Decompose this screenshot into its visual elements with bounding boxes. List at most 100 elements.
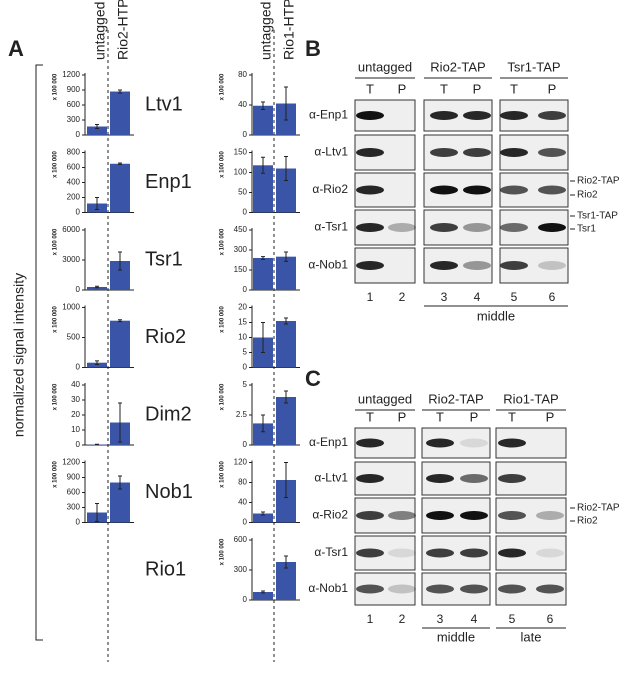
lane-number: 2 [399,612,406,626]
lane-label: P [548,81,557,96]
band [460,511,488,520]
band [426,511,454,520]
band [538,186,566,195]
y-tick-label: 10 [238,333,247,342]
stage-label: middle [477,308,515,323]
y-tick-label: 5 [243,380,248,389]
y-tick-label: 800 [67,148,81,157]
band [500,148,528,157]
bar [110,321,130,368]
y-unit: x 100 000 [53,460,59,487]
marker-label: Tsr1-TAP [577,211,618,222]
y-tick-label: 0 [76,285,81,294]
y-tick-label: 3000 [62,255,80,264]
lane-label: P [398,81,407,96]
antibody-label: α-Ltv1 [314,145,348,159]
stage-label: middle [437,629,475,644]
bar [110,92,130,136]
bracket [36,65,43,640]
lane-number: 3 [437,612,444,626]
marker-label: Rio2 [577,516,598,527]
protein-label: Tsr1 [145,248,183,270]
lane-number: 2 [399,290,406,304]
bar [276,397,296,445]
band [388,549,416,558]
strain-label: Rio2-TAP [430,59,485,74]
band [498,549,526,558]
strain-label: Tsr1-TAP [507,59,560,74]
strain-label: Rio2-TAP [428,391,483,406]
y-unit: x 100 000 [53,73,59,100]
y-tick-label: 450 [234,225,248,234]
antibody-label: α-Rio2 [312,182,348,196]
y-tick-label: 40 [238,498,247,507]
y-tick-label: 5 [243,348,248,357]
protein-label: Dim2 [145,403,192,425]
protein-label: Ltv1 [145,93,183,115]
lane-number: 5 [509,612,516,626]
y-unit: x 100 000 [220,228,226,255]
lane-label: T [440,81,448,96]
band [460,439,488,448]
band [500,186,528,195]
lane-label: T [366,409,374,424]
lane-label: P [398,409,407,424]
y-tick-label: 120 [234,458,248,467]
band [430,148,458,157]
y-tick-label: 80 [238,70,247,79]
y-tick-label: 400 [67,178,81,187]
antibody-label: α-Enp1 [309,435,348,449]
y-tick-label: 20 [71,410,80,419]
lane-number: 1 [367,612,374,626]
band [463,111,491,120]
y-tick-label: 900 [67,85,81,94]
lane-label: P [546,409,555,424]
lane-label: T [508,409,516,424]
y-unit: x 100 000 [220,73,226,100]
lane-number: 4 [471,612,478,626]
y-tick-label: 50 [238,188,247,197]
antibody-label: α-Tsr1 [314,545,348,559]
strain-label: untagged [358,59,412,74]
y-tick-label: 30 [71,395,80,404]
y-tick-label: 0 [76,130,81,139]
band [356,549,384,558]
y-tick-label: 0 [76,208,81,217]
y-tick-label: 6000 [62,225,80,234]
band [460,474,488,483]
lane-label: P [473,81,482,96]
y-tick-label: 1200 [62,70,80,79]
bar [253,258,273,290]
error-bar [95,444,99,445]
y-unit: x 100 000 [220,150,226,177]
lane-label: T [436,409,444,424]
marker-label: Rio2 [577,190,598,201]
column-header: untagged [92,2,108,60]
y-tick-label: 40 [238,100,247,109]
panel-label: B [305,36,321,61]
stage-label: late [521,629,542,644]
band [463,261,491,270]
y-tick-label: 10 [71,425,80,434]
y-tick-label: 0 [243,208,248,217]
band [356,148,384,157]
y-tick-label: 0 [76,363,81,372]
band [498,511,526,520]
band [500,223,528,232]
antibody-label: α-Rio2 [312,508,348,522]
band [356,223,384,232]
antibody-label: α-Nob1 [308,258,348,272]
column-header: Rio1-HTP [281,0,297,60]
band [430,111,458,120]
bar [276,321,296,368]
lane-number: 5 [511,290,518,304]
y-tick-label: 0 [243,440,248,449]
band [388,511,416,520]
y-tick-label: 300 [234,565,248,574]
strain-label: untagged [358,391,412,406]
y-tick-label: 900 [67,473,81,482]
band [460,549,488,558]
band [356,585,384,594]
y-tick-label: 0 [243,595,248,604]
